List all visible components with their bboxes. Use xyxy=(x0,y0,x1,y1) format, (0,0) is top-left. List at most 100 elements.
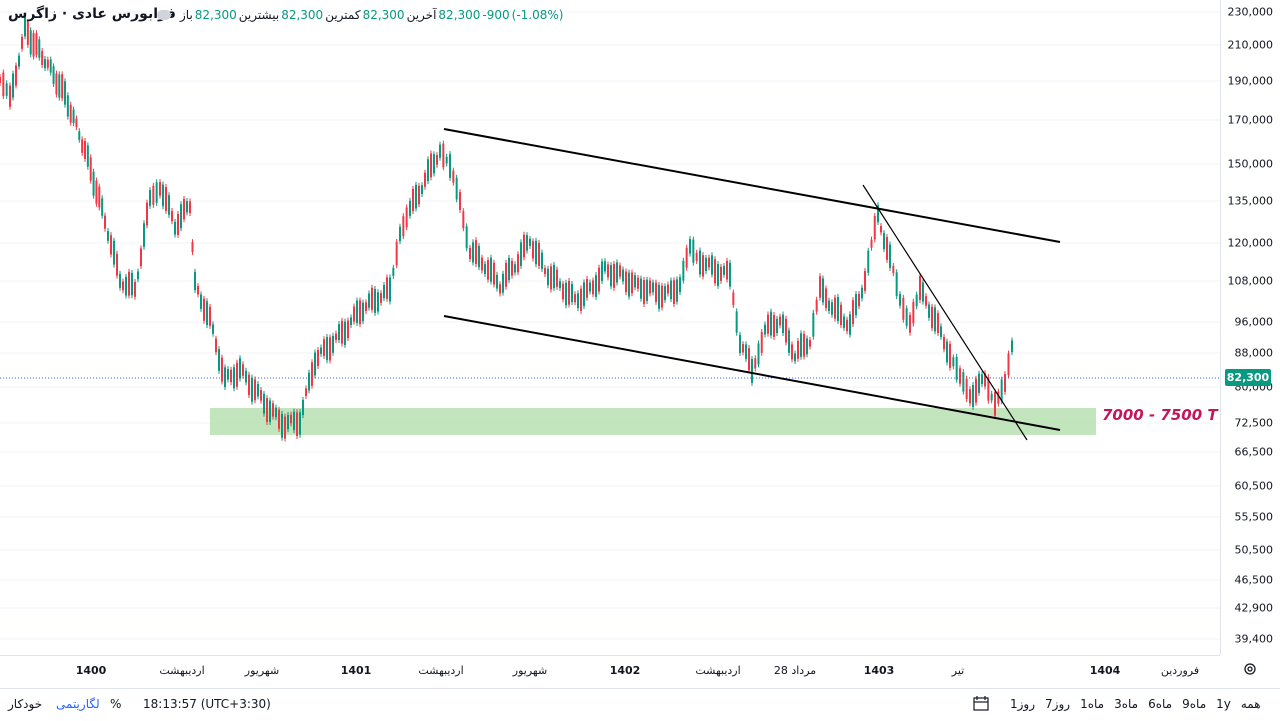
candle-body xyxy=(383,284,385,299)
price-axis[interactable]: 230,000 210,000 190,000 170,000 150,000 135,0… xyxy=(1220,0,1280,655)
candle-body xyxy=(877,205,879,223)
candle-body xyxy=(9,85,11,107)
time-axis-label: اردیبهشت xyxy=(418,664,464,677)
candle-body xyxy=(613,263,615,288)
time-axis-label: 1400 xyxy=(75,664,107,677)
channel-lower-line[interactable] xyxy=(443,315,1061,431)
trend-line[interactable] xyxy=(862,184,1028,441)
candle-body xyxy=(883,233,885,250)
candle-body xyxy=(189,201,191,214)
period-button[interactable]: 6ماه xyxy=(1148,697,1173,711)
candle-body xyxy=(695,252,698,261)
percent-scale-button[interactable]: % xyxy=(110,697,122,711)
candle-body xyxy=(745,344,747,359)
candle-body xyxy=(902,297,905,320)
candle-body xyxy=(886,237,888,260)
candle-body xyxy=(230,369,232,383)
visibility-toggle[interactable] xyxy=(157,10,171,20)
candle-body xyxy=(326,337,328,361)
candle-body xyxy=(754,358,757,369)
candle-body xyxy=(764,324,766,335)
candle-body xyxy=(113,240,115,265)
candle-body xyxy=(12,73,14,98)
candle-body xyxy=(487,260,489,280)
candle-body xyxy=(779,316,781,326)
candle-body xyxy=(598,267,600,292)
candle-body xyxy=(209,306,211,326)
settings-gear-icon[interactable] xyxy=(1243,662,1257,676)
candle-body xyxy=(323,339,325,356)
candle-body xyxy=(146,202,148,226)
candle-body xyxy=(125,276,127,296)
period-button[interactable]: 3ماه xyxy=(1114,697,1139,711)
candle-body xyxy=(689,239,691,254)
candle-body xyxy=(308,372,310,391)
candle-body xyxy=(523,234,525,258)
period-button[interactable]: همه xyxy=(1240,697,1261,711)
symbol-title[interactable]: فرابورس عادی · زاگرس xyxy=(8,6,176,22)
candle-body xyxy=(272,403,274,417)
candle-body xyxy=(562,283,564,300)
candle-body xyxy=(314,352,316,376)
candle-body xyxy=(937,313,939,334)
period-button[interactable]: 1روز xyxy=(1010,697,1036,711)
candle-body xyxy=(66,95,69,117)
candle-body xyxy=(191,242,194,252)
date-range-icon[interactable] xyxy=(972,695,990,713)
candlestick-chart[interactable] xyxy=(0,0,1220,655)
candle-body xyxy=(442,143,445,168)
candle-body xyxy=(84,141,86,159)
period-button[interactable]: 1ماه xyxy=(1080,697,1105,711)
candle-body xyxy=(556,269,558,287)
period-button[interactable]: 7روز xyxy=(1045,697,1071,711)
channel-upper-line[interactable] xyxy=(443,128,1061,243)
candle-body xyxy=(350,317,352,325)
candle-body xyxy=(260,390,262,401)
time-axis-label: فروردین xyxy=(1160,664,1200,677)
candle-body xyxy=(72,109,75,124)
candle-body xyxy=(445,156,448,164)
candle-body xyxy=(1011,340,1013,353)
candle-body xyxy=(858,293,860,307)
candle-body xyxy=(427,159,429,182)
candle-body xyxy=(266,398,268,422)
candle-body xyxy=(544,268,546,275)
candle-body xyxy=(705,257,707,271)
candle-body xyxy=(538,243,540,267)
candle-body xyxy=(194,271,196,291)
candle-body xyxy=(269,400,271,423)
candle-body xyxy=(849,314,851,335)
candle-body xyxy=(421,185,423,194)
candle-body xyxy=(919,276,921,300)
candle-body xyxy=(49,59,52,73)
auto-scale-button[interactable]: خودکار xyxy=(8,697,43,711)
candle-body xyxy=(943,336,945,350)
last-price-tag: 82,300 xyxy=(1225,369,1271,386)
candle-body xyxy=(870,239,873,248)
candle-body xyxy=(245,370,247,383)
candle-body xyxy=(329,337,331,361)
candle-body xyxy=(852,300,854,325)
log-scale-button[interactable]: لگاریتمی xyxy=(56,697,100,711)
period-button[interactable]: 9ماه xyxy=(1182,697,1207,711)
support-zone[interactable] xyxy=(210,408,1096,435)
chart-pane[interactable] xyxy=(0,0,1220,655)
candle-body xyxy=(994,391,996,416)
candle-body xyxy=(374,289,376,313)
candle-body xyxy=(812,312,815,337)
candle-body xyxy=(767,314,769,334)
candle-body xyxy=(553,264,555,289)
clock-timezone[interactable]: 18:13:57 (UTC+3:30) xyxy=(143,697,271,711)
candle-body xyxy=(873,215,876,240)
candle-body xyxy=(35,33,38,55)
candle-body xyxy=(335,333,337,341)
candle-body xyxy=(0,77,1,83)
candle-body xyxy=(452,170,455,183)
candle-body xyxy=(702,255,704,277)
period-button[interactable]: 1y xyxy=(1216,697,1231,711)
candle-body xyxy=(729,262,731,287)
candle-body xyxy=(405,207,408,228)
candle-body xyxy=(21,36,23,49)
candle-body xyxy=(92,171,95,196)
time-axis[interactable]: 1400 اردیبهشت شهریور 1401 اردیبهشت شهریور 1402… xyxy=(0,655,1220,686)
